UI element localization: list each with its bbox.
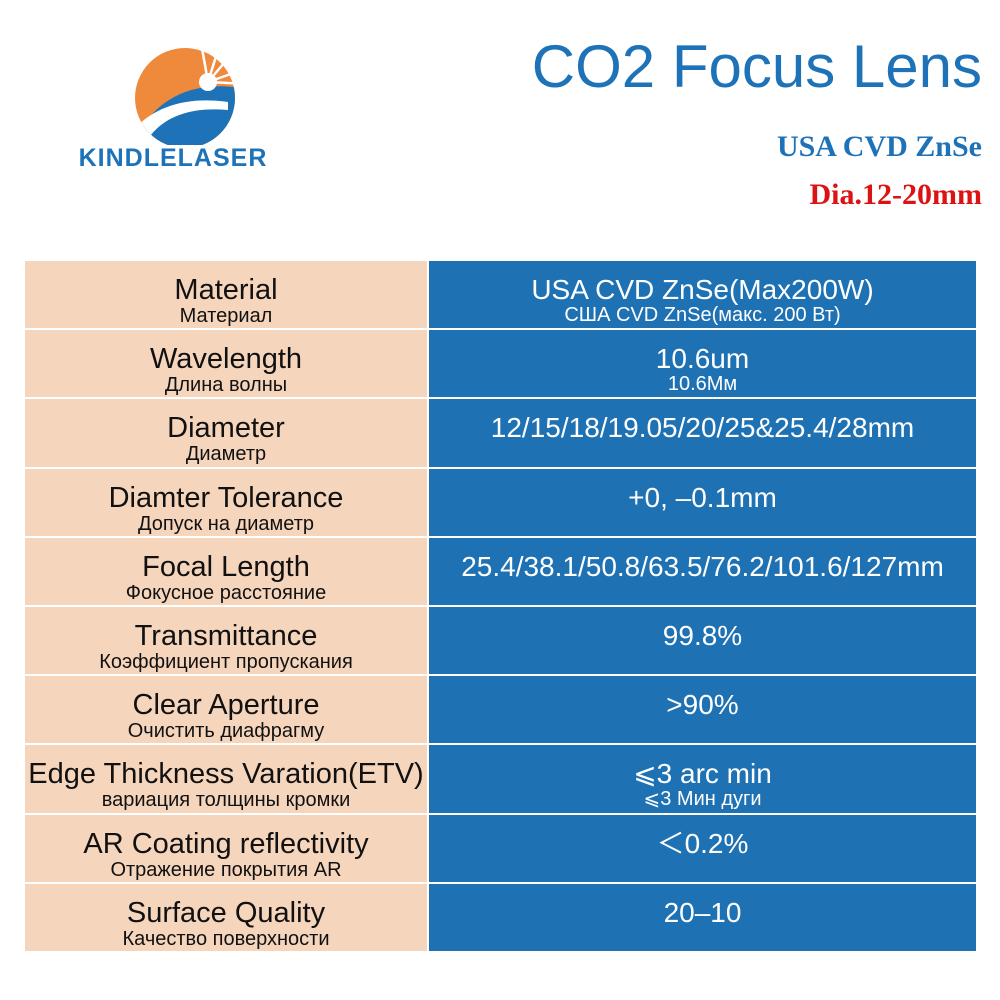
spec-value: ⩽3 arc min [633, 758, 772, 790]
spec-label-en: Clear Aperture [132, 689, 320, 722]
spec-label-cell: Diamter Tolerance Допуск на диаметр [25, 468, 429, 538]
spec-row: Surface Quality Качество поверхности 20–10 [25, 883, 976, 953]
spec-value-cell: 20–10 [429, 883, 976, 953]
spec-label-cell: Transmittance Коэффициент пропускания [25, 606, 429, 677]
spec-label-en: Edge Thickness Varation(ETV) [28, 758, 424, 791]
spec-label-ru: Отражение покрытия AR [110, 858, 342, 881]
sunrise-logo-icon [135, 47, 249, 145]
spec-label-ru: Длина волны [164, 374, 288, 397]
diameter-subtitle: Dia.12-20mm [809, 178, 982, 211]
spec-value: +0, –0.1mm [628, 481, 777, 513]
spec-label-cell: Diameter Диаметр [25, 399, 429, 469]
spec-row: Diamter Tolerance Допуск на диаметр +0, –0… [25, 468, 976, 538]
spec-value-cell: 25.4/38.1/50.8/63.5/76.2/101.6/127mm [429, 537, 976, 607]
spec-value-sub: 10.6Мм [667, 373, 738, 396]
spec-value: USA CVD ZnSe(Max200W) [531, 274, 874, 305]
spec-label-cell: Clear Aperture Очистить диафрагму [25, 676, 429, 746]
spec-row: Edge Thickness Varation(ETV) вариация тол… [25, 745, 976, 815]
spec-label-ru: Диаметр [185, 443, 267, 466]
spec-value: ＜0.2% [656, 827, 749, 859]
spec-label-en: AR Coating reflectivity [83, 827, 369, 860]
spec-value-cell: +0, –0.1mm [429, 468, 976, 538]
spec-label-cell: Focal Length Фокусное расстояние [25, 537, 429, 607]
spec-label-ru: Фокусное расстояние [125, 581, 327, 604]
spec-value-sub: ⩽3 Мин дуги [643, 788, 762, 811]
spec-row: Material Материал USA CVD ZnSe(Max200W) США… [25, 261, 976, 331]
spec-value-cell: >90% [429, 676, 976, 746]
spec-row: Focal Length Фокусное расстояние 25.4/38.1… [25, 537, 976, 607]
spec-value: >90% [666, 689, 739, 721]
spec-label-ru: вариация толщины кромки [101, 789, 351, 812]
spec-value: 25.4/38.1/50.8/63.5/76.2/101.6/127mm [461, 550, 944, 582]
spec-label-en: Surface Quality [126, 896, 326, 929]
spec-value-sub: США CVD ZnSe(макс. 200 Вт) [564, 304, 841, 326]
spec-value: 12/15/18/19.05/20/25&25.4/28mm [490, 412, 915, 444]
spec-label-en: Material [174, 274, 278, 306]
spec-label-cell: AR Coating reflectivity Отражение покрыти… [25, 814, 429, 884]
spec-label-en: Diamter Tolerance [108, 481, 344, 514]
spec-label-cell: Wavelength Длина волны [25, 330, 429, 400]
spec-label-ru: Коэффициент пропускания [99, 650, 353, 673]
spec-row: Clear Aperture Очистить диафрагму >90% [25, 676, 976, 746]
spec-label-cell: Material Материал [25, 261, 429, 331]
spec-row: Wavelength Длина волны 10.6um 10.6Мм [25, 330, 976, 400]
spec-label-ru: Очистить диафрагму [127, 720, 325, 743]
spec-value: 10.6um [655, 343, 750, 375]
spec-value-cell: 10.6um 10.6Мм [429, 330, 976, 400]
spec-label-ru: Качество поверхности [122, 927, 330, 950]
spec-label-cell: Surface Quality Качество поверхности [25, 883, 429, 953]
spec-label-ru: Материал [179, 305, 273, 327]
material-subtitle: USA CVD ZnSe [776, 130, 982, 163]
spec-label-en: Wavelength [149, 343, 303, 376]
spec-value-cell: 99.8% [429, 606, 976, 677]
brand-name: KINDLELASER [78, 144, 268, 172]
spec-row: AR Coating reflectivity Отражение покрыти… [25, 814, 976, 884]
spec-value-cell: USA CVD ZnSe(Max200W) США CVD ZnSe(макс. … [429, 261, 976, 331]
spec-row: Transmittance Коэффициент пропускания 99.8… [25, 606, 976, 677]
brand-logo: KINDLELASER [40, 40, 300, 180]
spec-label-ru: Допуск на диаметр [138, 512, 314, 535]
spec-value: 99.8% [662, 619, 743, 651]
spec-value-cell: 12/15/18/19.05/20/25&25.4/28mm [429, 399, 976, 469]
page-title: CO2 Focus Lens [531, 33, 982, 100]
spec-label-en: Transmittance [134, 619, 318, 652]
spec-row: Diameter Диаметр 12/15/18/19.05/20/25&25.4… [25, 399, 976, 469]
spec-label-en: Focal Length [142, 550, 310, 583]
spec-value-cell: ⩽3 arc min ⩽3 Мин дуги [429, 745, 976, 815]
spec-label-cell: Edge Thickness Varation(ETV) вариация тол… [25, 745, 429, 815]
spec-value-cell: ＜0.2% [429, 814, 976, 884]
spec-value: 20–10 [663, 896, 742, 928]
spec-label-en: Diameter [167, 412, 285, 445]
spec-table: Material Материал USA CVD ZnSe(Max200W) США… [25, 260, 976, 972]
